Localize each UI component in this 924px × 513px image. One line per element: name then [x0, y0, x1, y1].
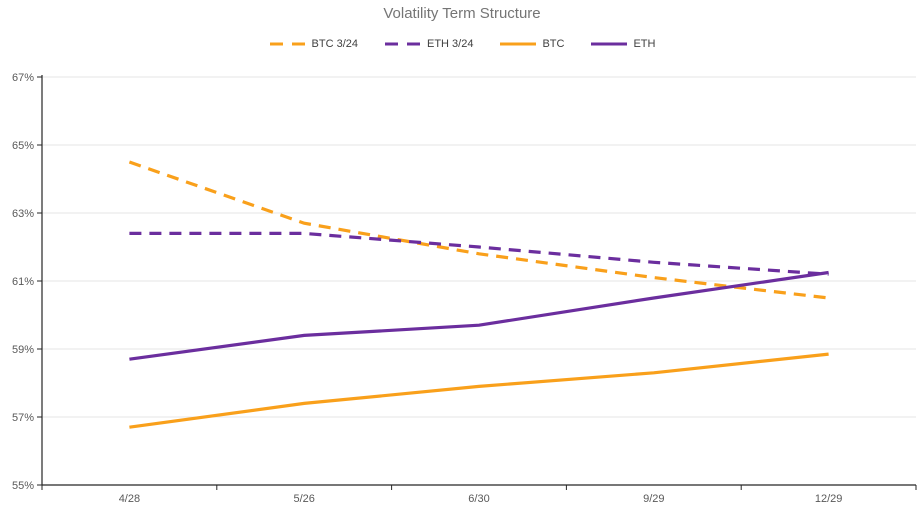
- legend-swatch-btc-3-24-line: [269, 42, 306, 46]
- legend-swatch-eth-line: [591, 42, 628, 46]
- chart-title: Volatility Term Structure: [383, 5, 541, 22]
- legend-swatch-btc-line: [500, 42, 537, 46]
- legend-item-btc: BTC: [499, 38, 564, 50]
- x-tick-label: 12/29: [815, 493, 843, 505]
- series-line-eth-3-24: [129, 231, 829, 276]
- y-tick-label: 59%: [12, 344, 34, 356]
- legend-item-eth: ETH: [590, 38, 655, 50]
- chart-legend: BTC 3/24 ETH 3/24 BTC ETH: [0, 36, 924, 52]
- y-tick-label: 65%: [12, 140, 34, 152]
- legend-label-btc: BTC: [542, 38, 565, 50]
- series-line-btc: [129, 352, 829, 429]
- y-tick-label: 57%: [12, 412, 34, 424]
- legend-label-eth-3-24: ETH 3/24: [427, 38, 474, 50]
- y-tick-label: 67%: [12, 72, 34, 84]
- series-line-eth: [129, 270, 829, 361]
- x-tick-label: 5/26: [293, 493, 314, 505]
- x-tick-label: 6/30: [468, 493, 489, 505]
- legend-item-btc-3-24: BTC 3/24: [269, 38, 358, 50]
- legend-item-eth-3-24: ETH 3/24: [384, 38, 473, 50]
- series-line-btc-3-24: [128, 160, 829, 300]
- y-tick-label: 55%: [12, 480, 34, 492]
- x-tick-label: 9/29: [643, 493, 664, 505]
- y-tick-label: 61%: [12, 276, 34, 288]
- legend-label-btc-3-24: BTC 3/24: [311, 38, 358, 50]
- y-tick-label: 63%: [12, 208, 34, 220]
- legend-label-eth: ETH: [633, 38, 656, 50]
- legend-swatch-eth-3-24-line: [385, 42, 421, 46]
- x-tick-label: 4/28: [119, 493, 140, 505]
